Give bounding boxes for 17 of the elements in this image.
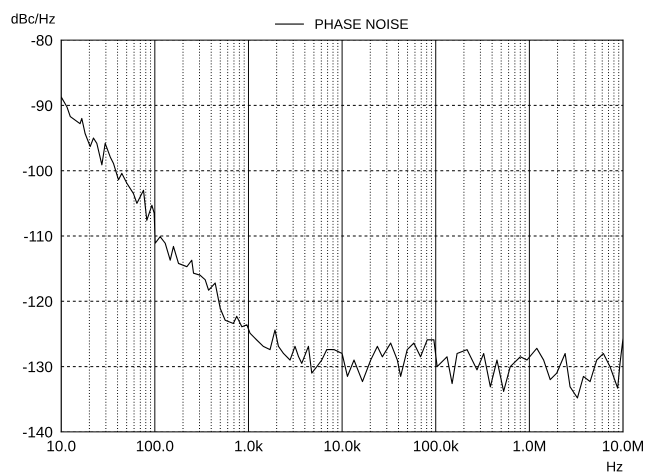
x-tick-label: 1.0M	[514, 440, 546, 452]
x-tick-label: 10.0M	[602, 440, 643, 452]
x-tick-label: 100.0	[136, 440, 174, 452]
y-tick-label: -110	[24, 230, 52, 242]
x-tick-label: 100.0k	[414, 440, 459, 452]
x-tick-label: 10.0	[47, 440, 76, 452]
y-axis-title: dBc/Hz	[11, 13, 55, 24]
y-tick-label: -120	[22, 296, 52, 307]
y-tick-label: -140	[22, 426, 52, 438]
legend-label: PHASE NOISE	[316, 19, 408, 30]
x-tick-label: 10.0k	[324, 440, 361, 452]
x-tick-label: 1.0k	[235, 440, 263, 452]
x-axis-title: Hz	[607, 462, 622, 472]
y-tick-label: -100	[22, 166, 52, 176]
y-tick-label: -80	[31, 34, 52, 46]
y-tick-label: -90	[31, 100, 52, 112]
y-tick-label: -130	[22, 361, 52, 372]
